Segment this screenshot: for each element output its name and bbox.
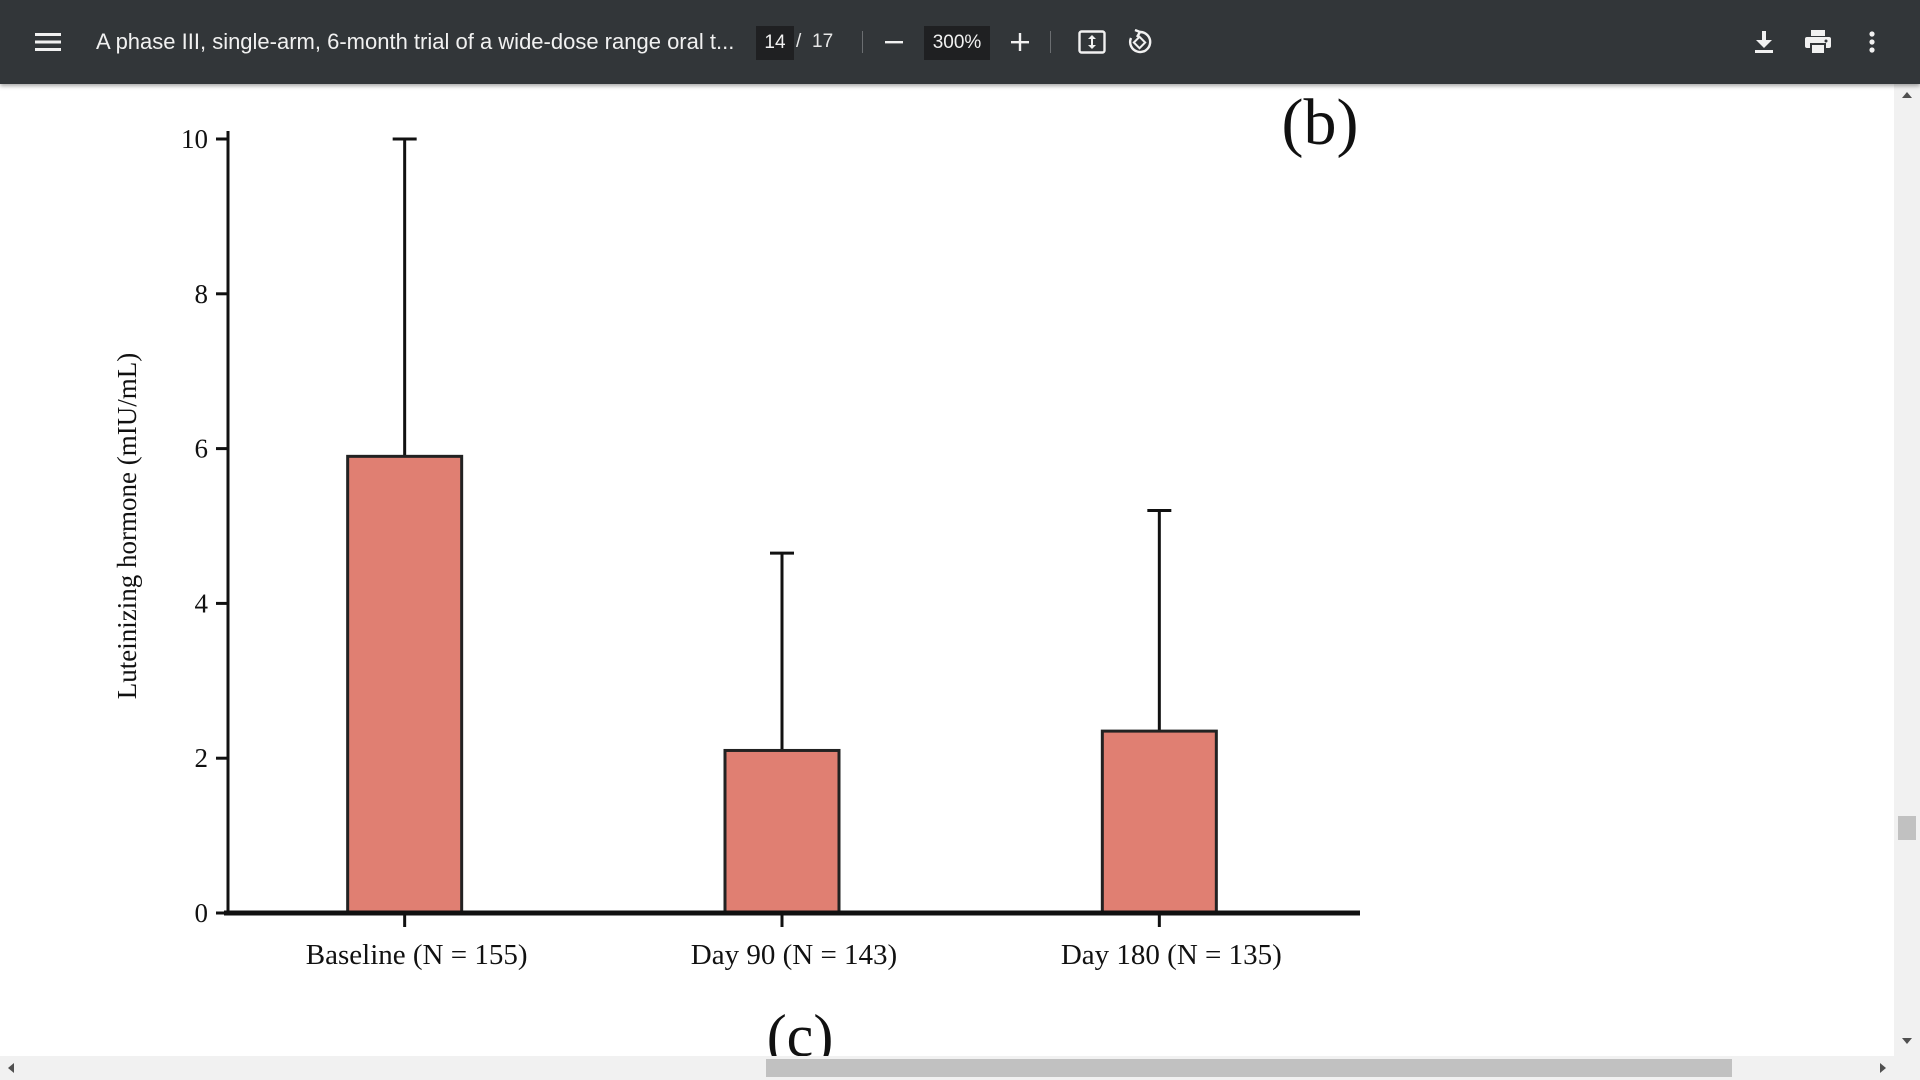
y-tick-label: 2	[195, 743, 209, 773]
more-vert-icon[interactable]	[1850, 0, 1894, 84]
scroll-down-icon[interactable]	[1902, 1038, 1912, 1044]
bar	[346, 454, 464, 915]
vertical-scroll-thumb[interactable]	[1898, 816, 1916, 840]
vertical-scrollbar[interactable]	[1894, 84, 1920, 1056]
zoom-out-icon[interactable]	[872, 0, 916, 84]
scroll-left-icon[interactable]	[8, 1063, 14, 1073]
fit-page-icon[interactable]	[1070, 0, 1114, 84]
rotate-icon[interactable]	[1118, 0, 1162, 84]
toolbar-divider	[862, 31, 863, 53]
bar	[1100, 729, 1218, 915]
page-total: 17	[812, 31, 834, 52]
document-title: A phase III, single-arm, 6-month trial o…	[96, 29, 735, 54]
pdf-toolbar: A phase III, single-arm, 6-month trial o…	[0, 0, 1920, 84]
zoom-in-icon[interactable]	[998, 0, 1042, 84]
zoom-input[interactable]	[924, 26, 990, 60]
horizontal-scrollbar[interactable]	[0, 1056, 1920, 1080]
pdf-page-view: (b) Luteinizing hormone (mIU/mL) 0 2 4 6 8 10…	[0, 84, 1920, 1080]
y-tick-label: 4	[195, 588, 209, 618]
next-panel-label: (c)	[767, 1003, 834, 1056]
bar	[723, 748, 841, 915]
y-tick-label: 0	[195, 898, 209, 928]
menu-icon[interactable]	[26, 0, 70, 84]
y-tick-label: 10	[181, 124, 208, 154]
y-axis-label: Luteinizing hormone (mIU/mL)	[112, 353, 142, 699]
scroll-right-icon[interactable]	[1880, 1063, 1886, 1073]
scroll-up-icon[interactable]	[1902, 92, 1912, 98]
y-tick-label: 6	[195, 434, 209, 464]
x-tick-label: Day 180 (N = 135)	[1061, 939, 1282, 971]
horizontal-scroll-thumb[interactable]	[766, 1059, 1732, 1077]
panel-label: (b)	[1282, 86, 1359, 159]
download-icon[interactable]	[1742, 0, 1786, 84]
lh-bar-chart: (b) Luteinizing hormone (mIU/mL) 0 2 4 6 8 10…	[112, 86, 1360, 1069]
page-number-input[interactable]	[756, 26, 794, 60]
x-tick-label: Day 90 (N = 143)	[691, 939, 897, 971]
page-separator: /	[796, 31, 802, 52]
toolbar-divider	[1050, 31, 1051, 53]
print-icon[interactable]	[1796, 0, 1840, 84]
y-tick-label: 8	[195, 279, 209, 309]
x-tick-label: Baseline (N = 155)	[306, 939, 528, 971]
